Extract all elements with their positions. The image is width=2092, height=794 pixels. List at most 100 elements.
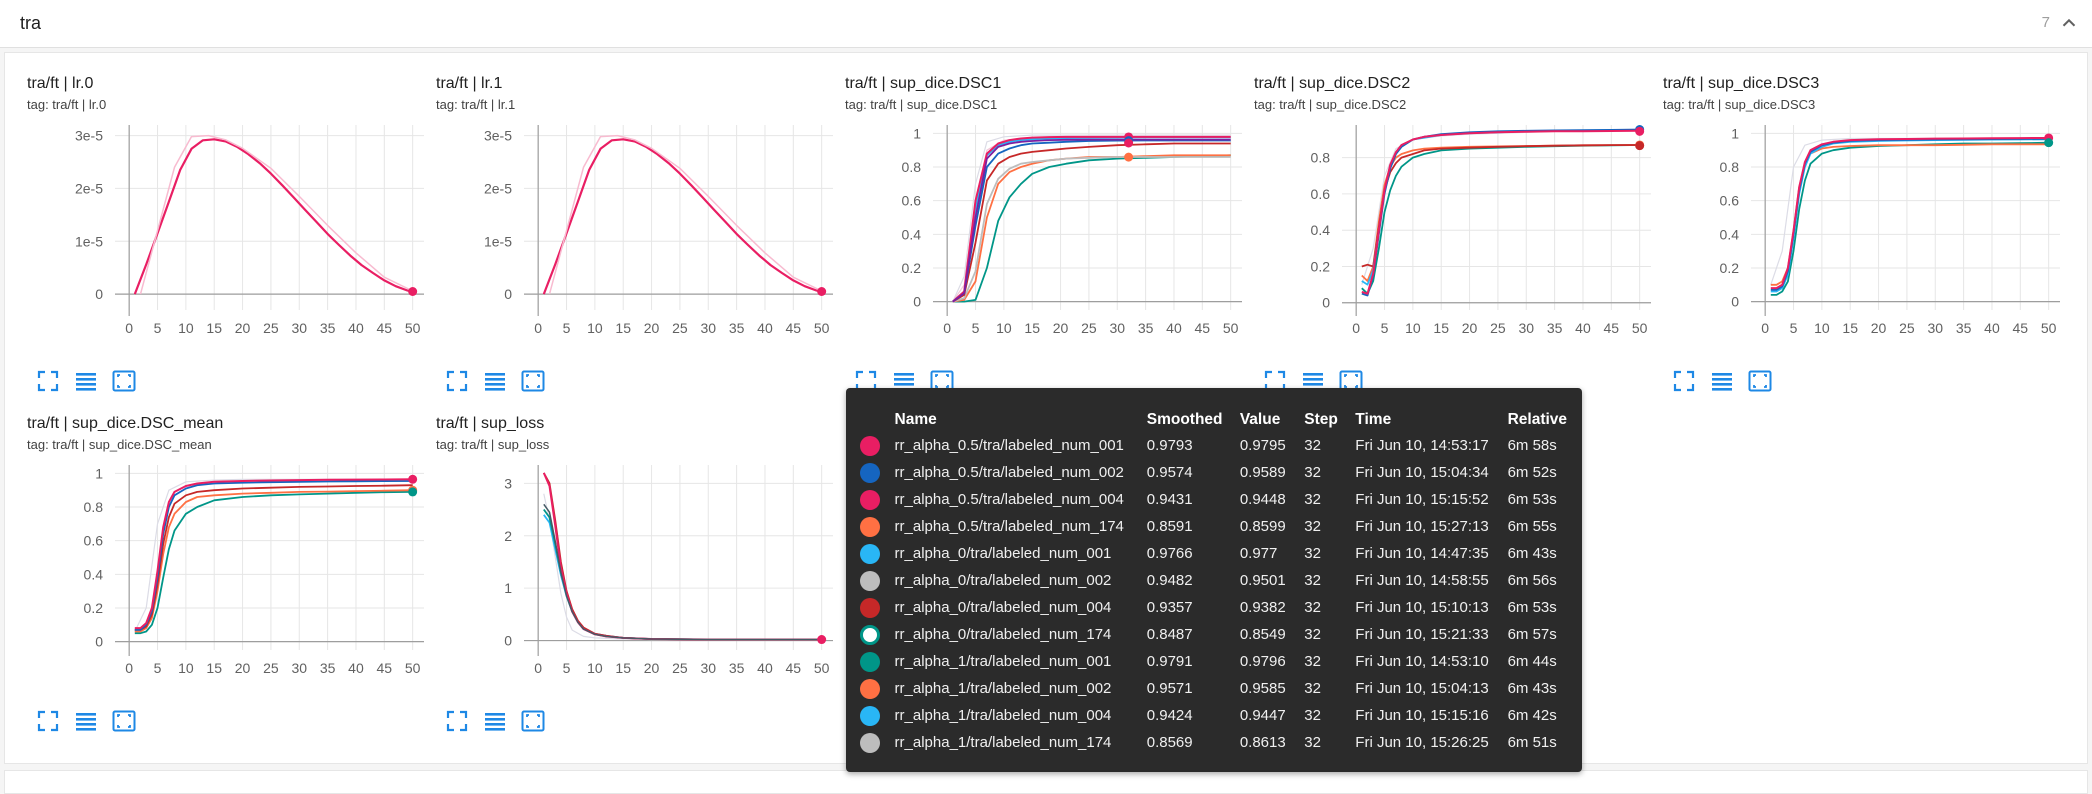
x-tick-label: 40 [1166,320,1182,336]
group-header[interactable]: tra 7 [0,0,2092,48]
chart-card: tra/ft | sup_dice.DSC2 tag: tra/ft | sup_… [1254,75,1654,400]
chart-card: tra/ft | sup_dice.DSC3 tag: tra/ft | sup_… [1663,75,2063,400]
series-line [134,489,413,633]
series-line [952,135,1231,303]
series-line [952,134,1231,302]
x-tick-label: 0 [1352,320,1360,336]
y-tick-label: 0 [1731,294,1739,310]
data-table-icon[interactable] [482,708,508,734]
series-endpoint-marker [408,487,418,497]
tooltip-cell-step: 32 [1304,491,1321,508]
x-tick-label: 40 [757,660,773,676]
x-tick-label: 45 [377,660,393,676]
tooltip-cell-time: Fri Jun 10, 15:04:34 [1355,464,1489,481]
line-chart[interactable]: 0 5 10 15 20 25 30 35 40 45 50 0 1e-5 2e-5 3e-5 [27,115,427,365]
line-chart[interactable]: 0 5 10 15 20 25 30 35 40 45 50 0 1e-5 2e-5 3e-5 [436,115,836,365]
data-table-icon[interactable] [482,368,508,394]
next-group-header[interactable] [4,770,2088,794]
tooltip-table: Name Smoothed Value Step Time Relative rr_alp… [854,408,1582,756]
tooltip-cell-relative: 6m 53s [1507,491,1557,508]
x-tick-label: 25 [263,660,279,676]
x-tick-label: 50 [2041,320,2057,336]
y-tick-label: 2 [504,528,512,544]
x-tick-label: 10 [1814,320,1830,336]
series-color-swatch [860,489,880,510]
series-endpoint-marker [1635,141,1645,151]
series-line [134,480,413,631]
fit-domain-icon[interactable] [111,708,137,734]
x-tick-label: 50 [814,660,830,676]
tooltip-row: rr_alpha_0.5/tra/labeled_num_001 0.9793 0.… [854,432,1582,459]
line-chart[interactable]: 0 5 10 15 20 25 30 35 40 45 50 0 1 2 3 [436,455,836,705]
fullscreen-icon[interactable] [1262,368,1288,394]
tooltip-cell-name: rr_alpha_0.5/tra/labeled_num_174 [894,518,1124,535]
tooltip-column-header: Step [1304,411,1338,428]
y-tick-label: 0.4 [1720,226,1740,242]
chart-title: tra/ft | lr.1 [436,75,503,92]
tooltip-cell-relative: 6m 53s [1507,599,1557,616]
line-chart[interactable]: 0 5 10 15 20 25 30 35 40 45 50 0 0.2 0.4 0.6 0.8 [1254,115,1654,365]
tooltip-cell-name: rr_alpha_0.5/tra/labeled_num_002 [894,464,1124,481]
y-tick-label: 0.2 [1311,258,1331,274]
x-tick-label: 20 [644,320,660,336]
series-color-swatch-cell [854,702,895,729]
series-line [952,138,1231,303]
y-tick-label: 0.4 [902,226,922,242]
x-tick-label: 50 [405,660,421,676]
fullscreen-icon[interactable] [1671,368,1697,394]
x-tick-label: 5 [154,320,162,336]
series-line [1770,137,2049,285]
tooltip-cell-name: rr_alpha_0/tra/labeled_num_001 [894,545,1112,562]
chart-card: tra/ft | lr.1 tag: tra/ft | lr.1 0 5 10 15 20 2… [436,75,836,400]
series-color-swatch [860,516,880,537]
tooltip-cell-name: rr_alpha_1/tra/labeled_num_004 [894,707,1112,724]
tooltip-cell-value: 0.9382 [1239,599,1286,616]
tooltip-row: rr_alpha_0/tra/labeled_num_002 0.9482 0.95… [854,567,1582,594]
chart-toolbar [35,708,149,734]
series-line [1361,144,1640,268]
chart-title: tra/ft | sup_dice.DSC2 [1254,75,1411,92]
fit-domain-icon[interactable] [111,368,137,394]
tooltip-cell-relative: 6m 57s [1507,626,1557,643]
x-tick-label: 0 [125,660,133,676]
series-color-swatch [860,678,880,699]
fullscreen-icon[interactable] [444,368,470,394]
tooltip-cell-relative: 6m 44s [1507,653,1557,670]
tooltip-cell-time: Fri Jun 10, 15:15:52 [1355,491,1489,508]
y-tick-label: 3e-5 [484,128,512,144]
fullscreen-icon[interactable] [444,708,470,734]
x-tick-label: 45 [1604,320,1620,336]
x-tick-label: 30 [1927,320,1943,336]
tooltip-cell-time: Fri Jun 10, 14:47:35 [1355,545,1489,562]
series-line [1361,128,1640,297]
chevron-up-icon[interactable] [2058,12,2080,34]
fullscreen-icon[interactable] [853,368,879,394]
tooltip-cell-time: Fri Jun 10, 15:26:25 [1355,734,1489,751]
chart-tag: tag: tra/ft | sup_dice.DSC_mean [27,437,212,452]
series-color-swatch [860,597,880,618]
fit-domain-icon[interactable] [520,368,546,394]
x-tick-label: 45 [1195,320,1211,336]
series-color-swatch [860,732,880,753]
tooltip-row: rr_alpha_1/tra/labeled_num_002 0.9571 0.95… [854,675,1582,702]
x-tick-label: 45 [2013,320,2029,336]
tooltip-cell-value: 0.8549 [1239,626,1286,643]
chart-title: tra/ft | sup_loss [436,415,545,432]
fit-domain-icon[interactable] [520,708,546,734]
fit-domain-icon[interactable] [1747,368,1773,394]
line-chart[interactable]: 0 5 10 15 20 25 30 35 40 45 50 0 0.2 0.4 0.6 0.8 1 [27,455,427,705]
data-table-icon[interactable] [1709,368,1735,394]
tooltip-cell-smoothed: 0.8487 [1146,626,1193,643]
data-table-icon[interactable] [73,368,99,394]
series-color-swatch-cell [854,621,895,648]
line-chart[interactable]: 0 5 10 15 20 25 30 35 40 45 50 0 0.2 0.4 0.6 0.8 1 [845,115,1245,365]
tooltip-header-row: Name Smoothed Value Step Time Relative [854,408,1582,432]
fullscreen-icon[interactable] [35,368,61,394]
y-tick-label: 1e-5 [484,233,512,249]
line-chart[interactable]: 0 5 10 15 20 25 30 35 40 45 50 0 0.2 0.4 0.6 0.8 1 [1663,115,2063,365]
fullscreen-icon[interactable] [35,708,61,734]
chart-title: tra/ft | sup_dice.DSC1 [845,75,1002,92]
series-endpoint-marker [2044,138,2054,148]
series-line [952,154,1231,303]
data-table-icon[interactable] [73,708,99,734]
